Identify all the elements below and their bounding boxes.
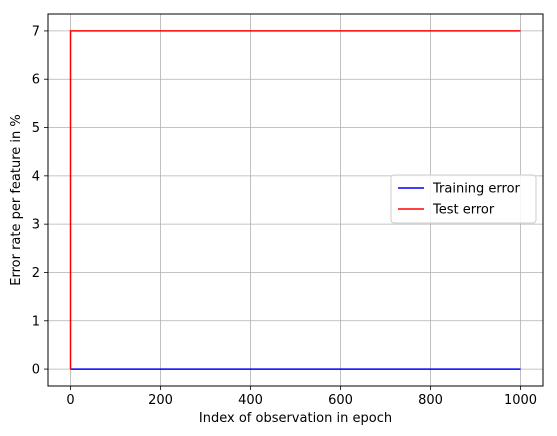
x-tick-label: 800 [418,393,443,408]
x-axis-ticks: 0 200 400 600 800 1000 [66,386,537,408]
y-tick-label: 0 [32,363,40,378]
legend-entry-label: Test error [432,203,495,218]
x-tick-label: 600 [328,393,353,408]
y-tick-label: 2 [32,266,40,281]
y-tick-label: 4 [32,169,40,184]
x-tick-label: 0 [66,393,74,408]
legend-entry-label: Training error [432,182,521,197]
legend: Training error Test error [391,175,536,223]
x-axis-label: Index of observation in epoch [199,411,392,426]
y-tick-label: 5 [32,121,40,136]
y-tick-label: 6 [32,73,40,88]
x-tick-label: 400 [238,393,263,408]
y-tick-label: 1 [32,314,40,329]
x-tick-label: 200 [148,393,173,408]
x-tick-label: 1000 [504,393,537,408]
y-tick-label: 3 [32,218,40,233]
y-tick-label: 7 [32,24,40,39]
y-axis-label: Error rate per feature in % [9,114,24,286]
y-axis-ticks: 0 1 2 3 4 5 6 7 [32,24,48,377]
